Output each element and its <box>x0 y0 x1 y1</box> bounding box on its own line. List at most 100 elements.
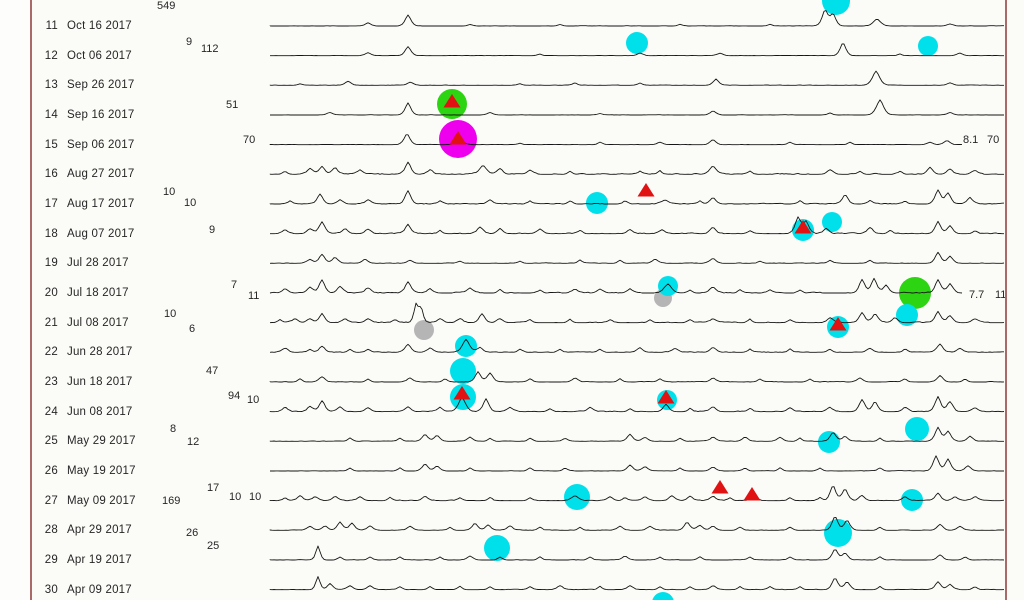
row-number: 27 <box>44 494 58 507</box>
trace-row-26 <box>270 455 1004 472</box>
row-number: 21 <box>44 316 58 329</box>
trace-row-18 <box>270 216 1004 235</box>
magnitude-annotation: 70 <box>987 134 1000 146</box>
row-label-11: 11 Oct 16 2017 <box>40 20 132 32</box>
cyan-event-circle-marker <box>450 358 476 384</box>
trace-row-30 <box>269 576 1005 591</box>
row-date: Oct 26 2017 <box>67 0 132 2</box>
row-label-10: 10 Oct 26 2017 <box>40 0 132 2</box>
row-date: May 19 2017 <box>67 465 136 477</box>
magnitude-annotation: 7.7 <box>969 289 985 301</box>
red-triangle-event-marker <box>443 94 461 108</box>
event-count-label: 11 <box>248 290 260 302</box>
cyan-event-circle-marker <box>918 36 938 56</box>
cyan-event-circle-marker <box>822 212 842 232</box>
row-date: Jun 28 2017 <box>67 346 133 359</box>
row-date: Oct 06 2017 <box>67 49 132 62</box>
event-count-label: 10 <box>163 186 176 198</box>
event-count-label: 70 <box>243 134 256 146</box>
event-count-label: 94 <box>228 390 241 402</box>
row-number: 12 <box>44 49 58 62</box>
event-count-label: 47 <box>206 365 219 377</box>
trace-row-23 <box>269 371 1005 383</box>
trace-row-15 <box>269 134 963 146</box>
red-triangle-event-marker <box>829 317 847 331</box>
event-count-label: 169 <box>162 495 181 507</box>
cyan-event-circle-marker <box>905 417 929 441</box>
trace-row-25 <box>269 426 1004 442</box>
row-label-24: 24 Jun 08 2017 <box>40 406 133 418</box>
event-triangle-markers <box>443 94 847 501</box>
event-count-label: 10 <box>229 491 242 503</box>
trace-row-13 <box>269 70 1004 86</box>
event-count-label: 10 <box>249 491 262 503</box>
row-date: Jun 18 2017 <box>67 376 133 388</box>
magnitude-annotation: 11 <box>995 289 1007 301</box>
event-count-label: 9 <box>209 224 216 236</box>
red-triangle-event-marker <box>794 220 812 234</box>
red-triangle-event-marker <box>453 386 471 400</box>
row-label-15: 15 Sep 06 2017 <box>40 139 134 151</box>
row-label-23: 23 Jun 18 2017 <box>40 376 133 388</box>
red-triangle-event-marker <box>743 487 761 501</box>
row-label-13: 13 Sep 26 2017 <box>40 79 134 91</box>
row-date: Apr 09 2017 <box>67 583 132 596</box>
row-date: Sep 26 2017 <box>67 79 135 92</box>
cyan-event-circle-marker <box>658 276 678 296</box>
cyan-event-circle-marker <box>818 431 840 453</box>
row-date: Jul 28 2017 <box>67 257 129 270</box>
row-number: 11 <box>45 20 58 32</box>
trace-row-16 <box>269 161 1004 175</box>
row-label-16: 16 Aug 27 2017 <box>40 168 134 180</box>
row-label-30: 30 Apr 09 2017 <box>40 584 132 596</box>
event-count-label: 10 <box>164 308 177 320</box>
event-count-label: 17 <box>207 482 220 494</box>
trace-row-24 <box>269 396 1005 413</box>
trace-row-22 <box>269 338 1004 353</box>
event-count-label: 51 <box>226 99 239 111</box>
row-number: 22 <box>44 346 58 359</box>
row-number: 29 <box>44 554 58 566</box>
event-count-label: 10 <box>184 197 197 209</box>
magnitude-annotation: 8.1 <box>963 134 979 146</box>
red-triangle-event-marker <box>449 131 467 145</box>
cyan-event-circle-marker <box>824 519 852 547</box>
event-count-label: 112 <box>201 43 219 55</box>
row-date: Jul 08 2017 <box>67 316 129 329</box>
row-number: 25 <box>44 435 58 448</box>
row-label-29: 29 Apr 19 2017 <box>40 554 132 566</box>
row-date: Jul 18 2017 <box>67 287 129 299</box>
row-number: 13 <box>44 79 58 92</box>
event-count-label: 26 <box>186 527 199 539</box>
waveform-traces <box>269 10 1005 591</box>
trace-row-19 <box>269 251 1005 264</box>
trace-row-28 <box>269 517 1005 531</box>
row-date: Aug 27 2017 <box>67 168 135 181</box>
red-triangle-event-marker <box>657 390 675 404</box>
left-margin-strip <box>0 0 30 600</box>
event-count-label: 25 <box>207 540 220 552</box>
row-label-18: 18 Aug 07 2017 <box>40 228 134 240</box>
plot-left-border <box>30 0 32 600</box>
trace-row-17 <box>269 189 1005 205</box>
cyan-event-circle-marker <box>896 304 918 326</box>
trace-row-29 <box>269 545 1005 561</box>
cyan-event-circle-marker <box>455 335 477 357</box>
row-number: 15 <box>44 138 58 151</box>
row-label-12: 12 Oct 06 2017 <box>40 50 132 62</box>
event-count-label: 8 <box>170 423 177 435</box>
row-label-19: 19 Jul 28 2017 <box>40 257 129 269</box>
row-number: 28 <box>44 524 58 537</box>
gray-event-circle-marker <box>414 320 434 340</box>
row-label-22: 22 Jun 28 2017 <box>40 346 133 358</box>
event-count-label: 549 <box>157 0 176 12</box>
row-date: Sep 06 2017 <box>67 138 135 151</box>
trace-row-12 <box>270 43 1004 57</box>
event-count-label: 6 <box>189 323 196 335</box>
row-label-14: 14 Sep 16 2017 <box>40 109 134 121</box>
row-date: Aug 07 2017 <box>67 227 135 240</box>
row-number: 10 <box>40 0 58 2</box>
trace-row-14 <box>270 99 1004 116</box>
row-number: 26 <box>44 465 58 477</box>
